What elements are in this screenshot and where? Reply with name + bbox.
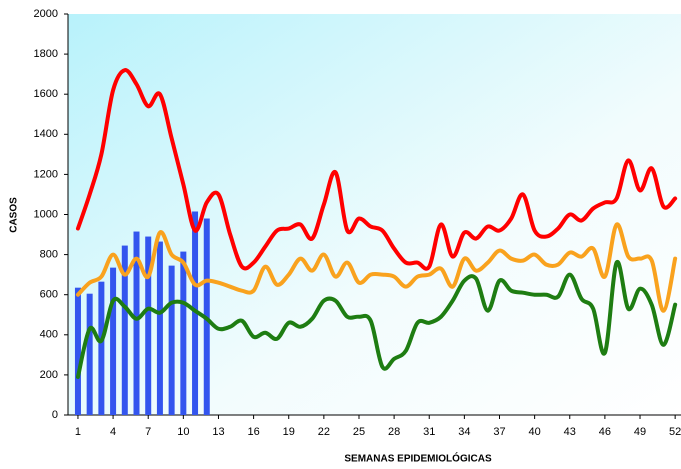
- x-axis-label: SEMANAS EPIDEMIOLÓGICAS: [344, 452, 492, 465]
- x-tick-label: 1: [75, 426, 81, 438]
- bar: [156, 241, 163, 415]
- bar: [86, 293, 93, 415]
- x-tick-label: 37: [493, 426, 505, 438]
- x-tick-label: 52: [669, 426, 681, 438]
- x-tick-label: 25: [353, 426, 365, 438]
- bar: [110, 267, 117, 415]
- x-tick-label: 4: [110, 426, 116, 438]
- line-series: [75, 260, 678, 379]
- bar: [192, 211, 199, 415]
- y-tick-label: 1200: [34, 168, 58, 180]
- y-tick-label: 400: [40, 329, 58, 341]
- bar: [98, 281, 105, 415]
- y-tick-label: 600: [40, 289, 58, 301]
- bar: [180, 251, 187, 415]
- y-axis-label: CASOS: [9, 197, 20, 233]
- y-tick-label: 1400: [34, 128, 58, 140]
- x-tick-label: 7: [145, 426, 151, 438]
- line-series: [75, 222, 678, 313]
- line-series: [75, 68, 678, 271]
- y-tick-label: 1800: [34, 48, 58, 60]
- y-tick-label: 1600: [34, 88, 58, 100]
- bar: [145, 236, 152, 415]
- x-tick-label: 40: [529, 426, 541, 438]
- x-tick-label: 46: [599, 426, 611, 438]
- bar: [74, 287, 81, 415]
- x-tick-label: 10: [177, 426, 189, 438]
- y-tick-label: 800: [40, 249, 58, 261]
- x-tick-label: 43: [564, 426, 576, 438]
- y-tick-label: 1000: [34, 208, 58, 220]
- x-tick-label: 49: [634, 426, 646, 438]
- y-tick-label: 2000: [34, 8, 58, 20]
- bar: [133, 231, 140, 415]
- x-tick-label: 34: [458, 426, 470, 438]
- x-tick-label: 16: [247, 426, 259, 438]
- x-tick-label: 28: [388, 426, 400, 438]
- x-tick-label: 13: [212, 426, 224, 438]
- y-tick-label: 0: [52, 409, 58, 421]
- x-tick-label: 31: [423, 426, 435, 438]
- bar: [168, 265, 175, 415]
- x-tick-label: 19: [283, 426, 295, 438]
- x-tick-label: 22: [318, 426, 330, 438]
- bar: [121, 245, 128, 415]
- y-tick-label: 200: [40, 369, 58, 381]
